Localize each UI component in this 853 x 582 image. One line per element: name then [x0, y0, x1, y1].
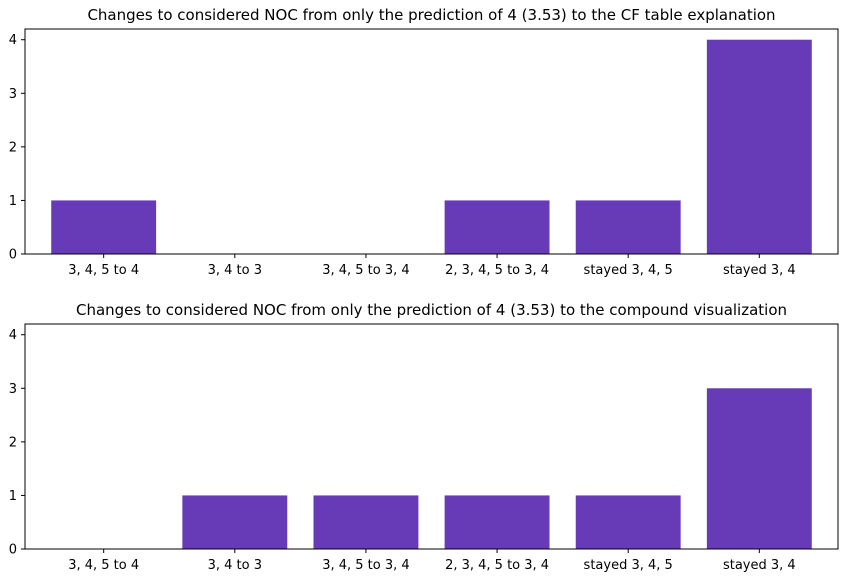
bar-5 [575, 200, 681, 254]
bar-5 [575, 495, 681, 549]
y-tick-label: 3 [9, 382, 17, 397]
x-tick-label: 2, 3, 4, 5 to 3, 4 [445, 558, 549, 573]
chart-title: Changes to considered NOC from only the … [87, 6, 775, 24]
y-tick-label: 4 [9, 328, 17, 343]
x-tick-label: 3, 4, 5 to 3, 4 [322, 558, 409, 573]
x-tick-label: stayed 3, 4 [723, 263, 796, 278]
x-tick-label: 2, 3, 4, 5 to 3, 4 [445, 263, 549, 278]
y-tick-label: 2 [9, 435, 17, 450]
chart-title: Changes to considered NOC from only the … [76, 301, 787, 319]
x-tick-label: stayed 3, 4, 5 [584, 558, 673, 573]
x-tick-label: stayed 3, 4 [723, 558, 796, 573]
y-tick-label: 4 [9, 33, 17, 48]
x-tick-label: stayed 3, 4, 5 [584, 263, 673, 278]
y-tick-label: 0 [9, 543, 17, 558]
y-tick-label: 1 [9, 194, 17, 209]
bar-2 [182, 495, 288, 549]
plot-frame [24, 28, 839, 255]
y-tick-label: 2 [9, 140, 17, 155]
y-tick-label: 3 [9, 87, 17, 102]
y-tick-label: 1 [9, 489, 17, 504]
x-tick-label: 3, 4 to 3 [208, 263, 262, 278]
chart-panel-1: Changes to considered NOC from only the … [9, 6, 839, 278]
plot-frame [24, 323, 839, 550]
bar-4 [444, 495, 550, 549]
x-tick-label: 3, 4, 5 to 4 [68, 263, 139, 278]
bar-6 [706, 39, 812, 254]
x-tick-label: 3, 4, 5 to 3, 4 [322, 263, 409, 278]
bar-3 [313, 495, 419, 549]
bar-4 [444, 200, 550, 254]
x-tick-label: 3, 4, 5 to 4 [68, 558, 139, 573]
y-tick-label: 0 [9, 248, 17, 263]
bar-6 [706, 388, 812, 549]
bar-1 [51, 200, 157, 254]
chart-panel-2: Changes to considered NOC from only the … [9, 301, 839, 573]
x-tick-label: 3, 4 to 3 [208, 558, 262, 573]
